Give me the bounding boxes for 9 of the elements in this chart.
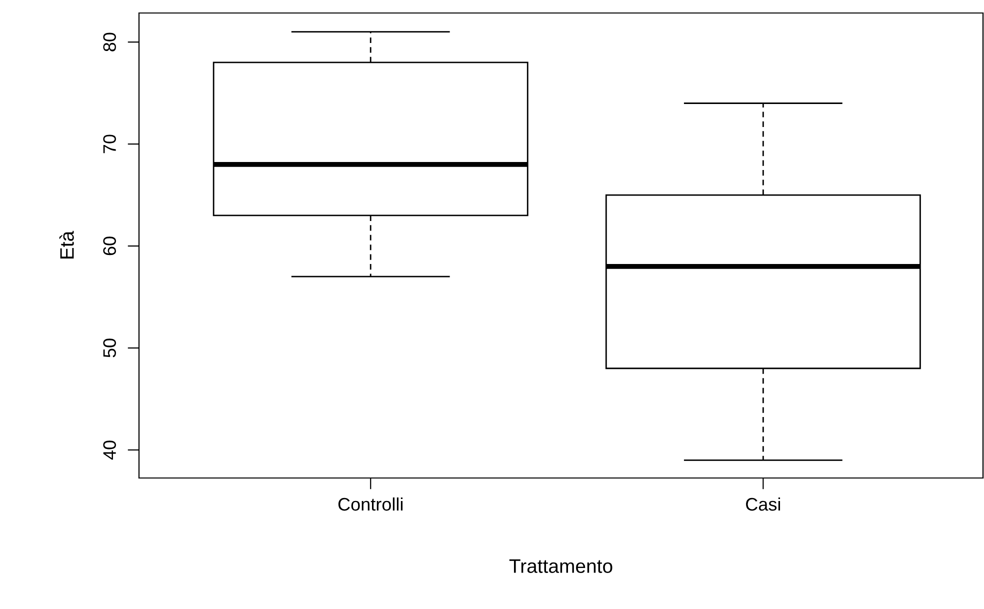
y-tick-label: 50 <box>103 338 116 358</box>
x-tick-label: Casi <box>746 497 780 511</box>
y-tick-label: 80 <box>103 32 116 52</box>
x-axis-title: Trattamento <box>509 559 612 574</box>
y-axis-title: Età <box>59 230 74 258</box>
y-tick-label: 40 <box>103 440 116 460</box>
x-tick-label: Controlli <box>338 497 403 511</box>
y-tick-label: 60 <box>103 236 116 256</box>
y-tick-label: 70 <box>103 134 116 154</box>
